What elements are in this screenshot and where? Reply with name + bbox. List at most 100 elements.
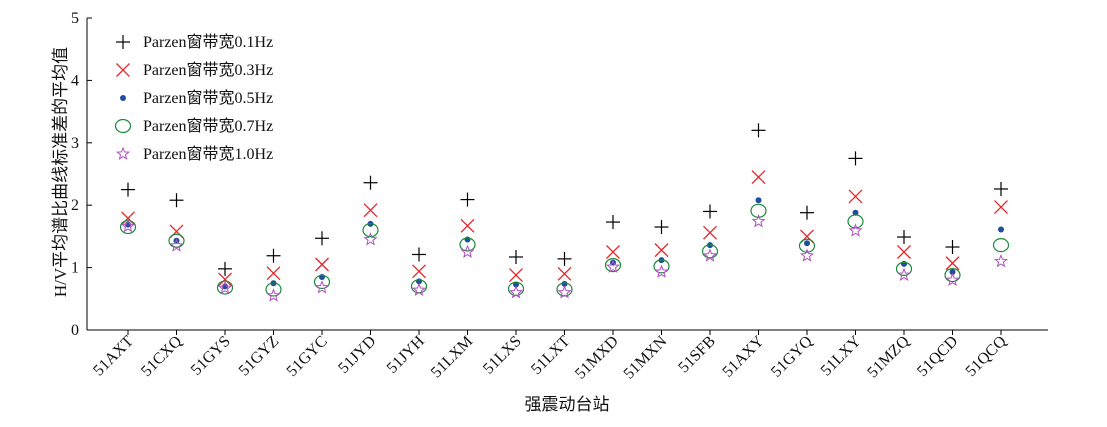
data-point <box>266 266 281 281</box>
data-point <box>557 285 572 299</box>
data-point <box>949 268 956 275</box>
data-point <box>992 238 1010 253</box>
data-point <box>751 214 766 228</box>
data-point <box>217 280 233 295</box>
series-2-markers <box>125 197 1004 290</box>
legend: Parzen窗带宽0.1Hz Parzen窗带宽0.3Hz Parzen窗带宽0.5… <box>114 33 273 163</box>
data-point <box>459 237 476 252</box>
data-point <box>561 280 568 287</box>
data-point <box>944 267 961 283</box>
y-tick-label: 0 <box>71 322 79 339</box>
data-point <box>945 272 960 287</box>
data-point <box>411 282 427 297</box>
data-point <box>313 274 331 290</box>
data-point <box>998 226 1004 233</box>
data-point <box>755 197 762 204</box>
data-point <box>218 272 232 287</box>
data-point <box>460 218 475 233</box>
data-point <box>508 285 524 299</box>
data-point <box>751 170 766 185</box>
data-point <box>363 203 378 218</box>
legend-entry: Parzen窗带宽0.3Hz <box>143 61 273 79</box>
y-tick-label: 5 <box>71 10 79 27</box>
data-point <box>169 238 184 252</box>
x-tick-label: 51JYH <box>384 332 428 376</box>
data-point <box>605 259 621 273</box>
legend-entry: Parzen窗带宽0.7Hz <box>143 117 273 135</box>
y-tick-label: 4 <box>71 72 79 89</box>
data-point <box>897 230 911 245</box>
x-tick-label: 51QCD <box>914 333 961 380</box>
x-tick-label: 51JYD <box>335 333 379 377</box>
data-point <box>848 223 863 237</box>
data-point <box>363 232 378 246</box>
data-point <box>412 264 426 279</box>
x-axis-label: 强震动台站 <box>525 395 610 414</box>
x-tick-label: 51LXT <box>528 333 573 378</box>
data-point <box>218 261 232 276</box>
series-1-markers <box>121 170 1008 287</box>
data-point <box>993 253 1009 268</box>
x-tick-label: 51SFB <box>675 333 718 376</box>
data-point <box>703 225 717 240</box>
data-point <box>804 240 810 247</box>
legend-marker <box>116 63 130 77</box>
data-point <box>897 245 911 259</box>
data-point <box>412 247 426 262</box>
data-point <box>895 261 913 276</box>
data-point <box>751 123 766 138</box>
x-tick-label: 51MZQ <box>864 332 913 381</box>
data-point <box>556 282 573 297</box>
x-tick-label: 51MXN <box>621 332 671 382</box>
data-point <box>654 264 669 278</box>
data-point <box>509 249 523 264</box>
data-point <box>121 211 135 226</box>
data-markers <box>119 123 1010 302</box>
legend-entry: Parzen窗带宽0.5Hz <box>143 89 273 107</box>
data-point <box>945 256 960 271</box>
legend-entry: Parzen窗带宽1.0Hz <box>143 145 273 163</box>
data-point <box>703 204 717 219</box>
x-tick-label: 51GYQ <box>768 332 816 380</box>
legend-entry: Parzen窗带宽0.1Hz <box>143 33 273 51</box>
data-point <box>604 258 622 273</box>
y-tick-label: 1 <box>71 260 79 277</box>
data-point <box>315 231 329 246</box>
data-point <box>654 220 669 235</box>
data-point <box>169 193 184 208</box>
data-point <box>121 182 135 197</box>
x-tick-label: 51LXS <box>480 333 525 378</box>
legend-marker <box>120 95 126 101</box>
data-point <box>363 175 378 190</box>
data-point <box>852 209 859 216</box>
data-point <box>798 238 816 253</box>
data-point <box>168 233 185 248</box>
data-point <box>994 200 1008 215</box>
data-point <box>750 203 767 218</box>
x-tick-label: 51AXT <box>90 333 137 380</box>
y-tick-label: 2 <box>71 197 79 214</box>
data-point <box>799 248 815 262</box>
x-tick-label: 51GYS <box>188 333 234 379</box>
data-point <box>120 219 136 233</box>
data-point <box>848 189 863 204</box>
x-tick-label: 51AXY <box>719 332 767 380</box>
x-axis-ticks: 51AXT 51CXQ 51GYS 51GYZ 51GYC 51JYD 51JYH 51LXM… <box>90 330 1010 383</box>
data-point <box>557 266 572 281</box>
data-point <box>702 248 718 262</box>
data-point <box>994 181 1008 196</box>
y-tick-label: 3 <box>71 135 79 152</box>
data-point <box>653 259 670 274</box>
legend-marker <box>114 118 132 134</box>
data-point <box>314 280 330 294</box>
data-point <box>557 251 572 266</box>
x-tick-label: 51LXY <box>818 332 865 379</box>
data-point <box>800 205 814 220</box>
legend-marker <box>115 146 131 160</box>
series-0-markers <box>121 123 1008 276</box>
legend-marker <box>116 35 130 49</box>
data-point <box>606 245 620 259</box>
data-point <box>654 243 669 258</box>
x-tick-label: 51CXQ <box>138 332 186 380</box>
